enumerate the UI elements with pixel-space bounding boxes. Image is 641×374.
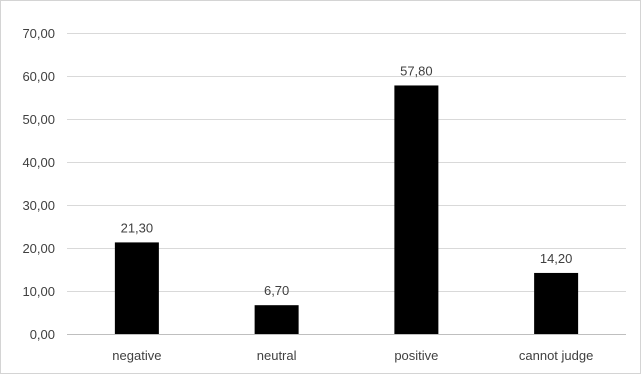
data-label: 14,20 bbox=[540, 251, 573, 266]
bar-negative bbox=[114, 242, 159, 334]
y-tick-label: 70,00 bbox=[22, 26, 55, 41]
data-label: 6,70 bbox=[264, 283, 289, 298]
bar-positive bbox=[394, 85, 439, 335]
category-label: negative bbox=[112, 348, 161, 363]
bar-neutral bbox=[254, 305, 299, 334]
y-tick-label: 50,00 bbox=[22, 112, 55, 127]
y-axis-tick-labels: 0,00 10,00 20,00 30,00 40,00 50,00 60,00 70,00 bbox=[22, 26, 55, 342]
y-tick-label: 30,00 bbox=[22, 198, 55, 213]
category-label: neutral bbox=[257, 348, 297, 363]
data-label: 57,80 bbox=[400, 63, 433, 78]
y-tick-label: 10,00 bbox=[22, 284, 55, 299]
bars bbox=[114, 85, 579, 335]
bar-cannot-judge bbox=[534, 272, 579, 334]
x-axis-category-labels: negative neutral positive cannot judge bbox=[112, 348, 593, 363]
category-label: positive bbox=[394, 348, 438, 363]
data-label: 21,30 bbox=[121, 220, 154, 235]
category-label: cannot judge bbox=[519, 348, 593, 363]
y-tick-label: 40,00 bbox=[22, 155, 55, 170]
gridlines bbox=[67, 33, 626, 335]
y-tick-label: 60,00 bbox=[22, 69, 55, 84]
y-tick-label: 20,00 bbox=[22, 241, 55, 256]
data-labels: 21,30 6,70 57,80 14,20 bbox=[121, 63, 573, 298]
y-tick-label: 0,00 bbox=[30, 327, 55, 342]
